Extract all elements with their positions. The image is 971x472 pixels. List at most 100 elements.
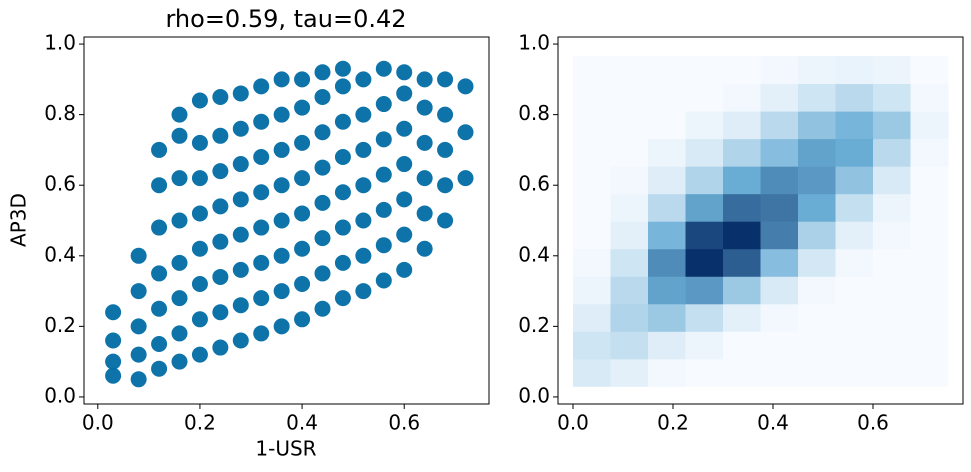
point <box>437 177 454 194</box>
hex-cell <box>573 193 611 222</box>
hex-cell <box>610 276 649 305</box>
hex-cell <box>760 276 799 305</box>
point <box>294 276 311 293</box>
hex-cell <box>685 303 724 332</box>
hex-cell <box>573 248 611 277</box>
y-tick-label: 0.0 <box>44 383 76 407</box>
hex-cell <box>723 221 761 250</box>
y-tick-label: 0.8 <box>44 101 76 125</box>
hex-cell <box>835 303 874 332</box>
point <box>130 318 147 335</box>
point <box>416 240 433 257</box>
hex-cell <box>760 303 799 332</box>
hex-cell <box>573 331 611 360</box>
hex-cell <box>798 166 836 195</box>
point <box>294 134 311 151</box>
point <box>457 170 474 187</box>
hex-cell <box>723 331 761 360</box>
point <box>355 141 372 158</box>
hex-cell <box>760 248 799 277</box>
point <box>232 85 249 102</box>
hex-cell <box>760 166 799 195</box>
point <box>273 71 290 88</box>
hex-cell <box>723 83 761 112</box>
hex-cell <box>760 331 799 360</box>
point <box>191 276 208 293</box>
hex-cell <box>685 276 724 305</box>
point <box>355 283 372 300</box>
y-tick-label: 0.6 <box>518 172 550 196</box>
hex-cell <box>723 303 761 332</box>
point <box>396 156 413 173</box>
point <box>273 318 290 335</box>
point <box>105 304 122 321</box>
point <box>437 71 454 88</box>
hex-cell <box>873 138 911 167</box>
hex-cell <box>760 358 799 387</box>
hex-cell <box>610 166 649 195</box>
point <box>355 247 372 264</box>
y-tick-label: 1.0 <box>44 31 76 55</box>
point <box>151 360 168 377</box>
point <box>334 78 351 95</box>
hex-cell <box>910 248 949 277</box>
point <box>375 60 392 77</box>
axes-frame <box>83 36 490 405</box>
y-tick-label: 0.8 <box>518 101 550 125</box>
point <box>294 205 311 222</box>
point <box>130 283 147 300</box>
hex-cell <box>573 138 611 167</box>
hex-cell <box>760 83 799 112</box>
point <box>232 120 249 137</box>
point <box>130 371 147 388</box>
hex-cell <box>760 111 799 140</box>
hex-cell <box>723 358 761 387</box>
hex-cell <box>873 221 911 250</box>
y-tick-label: 0.4 <box>44 242 76 266</box>
hex-cell <box>910 138 949 167</box>
hex-cell <box>873 303 911 332</box>
point <box>232 226 249 243</box>
hex-cell <box>573 166 611 195</box>
hex-cell <box>723 111 761 140</box>
point <box>396 120 413 137</box>
point <box>334 60 351 77</box>
point <box>294 311 311 328</box>
hex-cell <box>798 56 836 85</box>
hex-cell <box>723 276 761 305</box>
hex-cell <box>760 56 799 85</box>
point <box>253 290 270 307</box>
point <box>253 113 270 130</box>
hex-cell <box>760 193 799 222</box>
hex-cell <box>573 83 611 112</box>
hex-cell <box>648 193 686 222</box>
point <box>355 212 372 229</box>
hex-cell <box>835 248 874 277</box>
hex-cell <box>910 56 949 85</box>
point <box>212 233 229 250</box>
hex-cell <box>835 56 874 85</box>
y-tick-label: 0.2 <box>518 313 550 337</box>
point <box>212 268 229 285</box>
point <box>273 247 290 264</box>
hex-cell <box>873 358 911 387</box>
point <box>191 240 208 257</box>
point <box>375 131 392 148</box>
hex-cell <box>648 83 686 112</box>
hex-cell <box>723 56 761 85</box>
point <box>314 159 331 176</box>
hex-cell <box>835 221 874 250</box>
hex-cell <box>685 221 724 250</box>
point <box>253 254 270 271</box>
point <box>355 106 372 123</box>
hex-cell <box>648 358 686 387</box>
point <box>212 127 229 144</box>
point <box>191 346 208 363</box>
point <box>191 311 208 328</box>
hex-cell <box>910 303 949 332</box>
hex-cell <box>910 83 949 112</box>
hex-cell <box>610 193 649 222</box>
point <box>375 201 392 218</box>
point <box>151 141 168 158</box>
point <box>396 85 413 102</box>
